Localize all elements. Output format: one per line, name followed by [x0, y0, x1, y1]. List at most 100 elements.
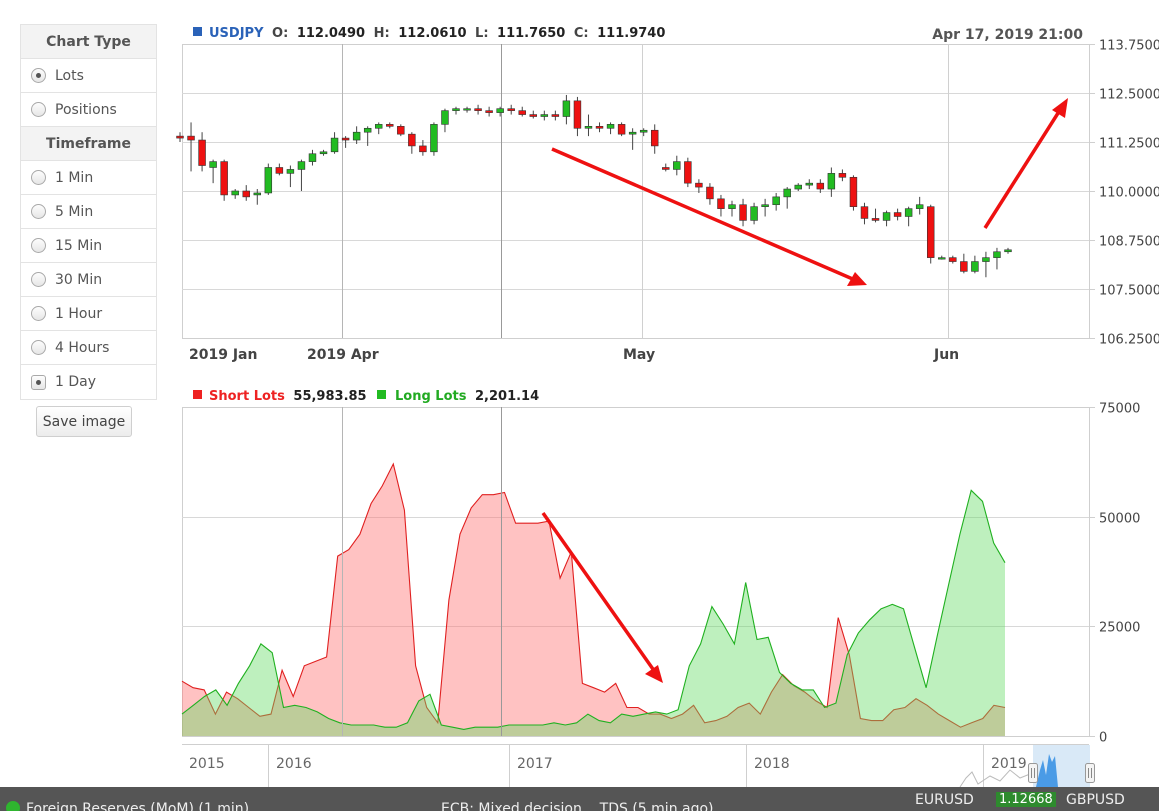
lots-legend: Short Lots 55,983.85 Long Lots 2,201.14 [193, 389, 539, 404]
price-y-tick-label: 112.5000 [1099, 88, 1159, 103]
candle [926, 204, 935, 264]
long-lots-area [182, 490, 1005, 736]
live-dot-icon [6, 801, 20, 811]
positions-radio-icon[interactable] [31, 102, 46, 117]
radio-icon[interactable] [31, 306, 46, 321]
pair-eurusd[interactable]: EURUSD [915, 792, 974, 808]
candle [529, 110, 538, 119]
radio-icon[interactable] [31, 204, 46, 219]
open-value: 112.0490 [297, 26, 365, 41]
lots-arrow [541, 511, 663, 683]
candle [606, 122, 615, 135]
price-y-tick-label: 108.7500 [1099, 235, 1159, 250]
nav-label-2015: 2015 [189, 756, 225, 772]
navigator[interactable] [182, 743, 1090, 786]
candle [507, 104, 515, 115]
chart-type-lots[interactable]: Lots [21, 59, 156, 93]
x-tick-2019-jan: 2019 Jan [189, 347, 257, 363]
navigator-right-handle-icon[interactable] [1085, 763, 1095, 783]
candle-down [617, 124, 626, 135]
news-item-2[interactable]: ECB: Mixed decision... TDS (5 min ago) [441, 801, 714, 811]
timeframe-1-min[interactable]: 1 Min [21, 161, 156, 195]
candle-down [739, 204, 747, 221]
timeframe-15-min[interactable]: 15 Min [21, 229, 156, 263]
candle [673, 155, 681, 176]
radio-icon[interactable] [31, 272, 46, 287]
save-image-button[interactable]: Save image [36, 406, 132, 437]
price-y-tick-label: 107.5000 [1099, 284, 1159, 299]
radio-icon[interactable] [31, 170, 46, 185]
price-arrows [551, 98, 1068, 286]
candle-up [982, 257, 990, 262]
candle [573, 96, 582, 137]
candle-up [606, 124, 615, 129]
sidebar: Chart Type Lots Positions Timeframe 1 Mi… [20, 24, 157, 400]
candle-up [540, 114, 549, 117]
candle-up [352, 131, 361, 141]
candle-down [860, 206, 869, 219]
candle-down [949, 257, 957, 262]
candle-up [761, 204, 769, 207]
candle-up [330, 137, 339, 153]
news-item-1[interactable]: Foreign Reserves (MoM) (1 min) [26, 801, 250, 811]
candle-down [187, 135, 195, 141]
candle-up [628, 131, 637, 135]
candle-up [805, 182, 814, 186]
navigator-left-handle-icon[interactable] [1028, 763, 1038, 783]
candle [794, 183, 802, 191]
timeframe-4-hours[interactable]: 4 Hours [21, 331, 156, 365]
candle-up [286, 169, 295, 174]
candle [485, 106, 493, 117]
chart-type-lots-label: Lots [55, 67, 84, 84]
candle-up [441, 110, 449, 125]
candle [319, 149, 328, 156]
timeframe-1-day[interactable]: 1 Day [21, 365, 156, 399]
candle-up [297, 161, 306, 170]
candle-up [452, 108, 460, 111]
candle-up [639, 129, 648, 133]
candle [474, 104, 482, 115]
timeframe-5-min[interactable]: 5 Min [21, 195, 156, 229]
radio-icon[interactable] [31, 238, 46, 253]
candle-up [253, 192, 262, 196]
candle-up [750, 206, 758, 221]
lots-radio-icon[interactable] [31, 68, 46, 83]
candle-down [960, 261, 968, 272]
candle [408, 132, 416, 154]
candle-down [662, 167, 670, 170]
chart-type-positions[interactable]: Positions [21, 93, 156, 127]
radio-icon[interactable] [31, 340, 46, 355]
candle-down [706, 186, 714, 200]
candle-down [341, 137, 350, 141]
timeframe-30-min[interactable]: 30 Min [21, 263, 156, 297]
radio-icon[interactable] [31, 374, 46, 390]
short-legend: Short Lots 55,983.85 [209, 389, 367, 404]
candle [728, 200, 736, 217]
price-eurusd: 1.12668 [996, 792, 1056, 807]
chart-type-header: Chart Type [21, 25, 156, 59]
timeframe-1-hour[interactable]: 1 Hour [21, 297, 156, 331]
nav-label-2019: 2019 [991, 756, 1027, 772]
candle [264, 163, 273, 195]
candle-up [882, 212, 891, 221]
candle [993, 247, 1001, 270]
symbol-label: USDJPY [209, 26, 264, 41]
candle [518, 106, 526, 117]
navigator-ticks: 2015 2016 2017 2018 2019 [189, 744, 1027, 787]
candle-down [650, 129, 659, 147]
candle [176, 132, 184, 142]
candle [871, 208, 880, 223]
pair-gbpusd[interactable]: GBPUSD [1066, 792, 1125, 808]
symbol-square-icon [193, 27, 202, 36]
candle [253, 189, 262, 205]
nav-label-2017: 2017 [517, 756, 553, 772]
candle [960, 253, 968, 274]
navigator-right-handle[interactable] [1085, 763, 1095, 783]
price-vertical-lines [342, 44, 949, 338]
lots-arrow-down [541, 511, 657, 674]
candle [198, 132, 206, 172]
long-lots-line [181, 489, 1006, 730]
navigator-left-handle[interactable] [1028, 763, 1038, 783]
candle [717, 194, 725, 217]
